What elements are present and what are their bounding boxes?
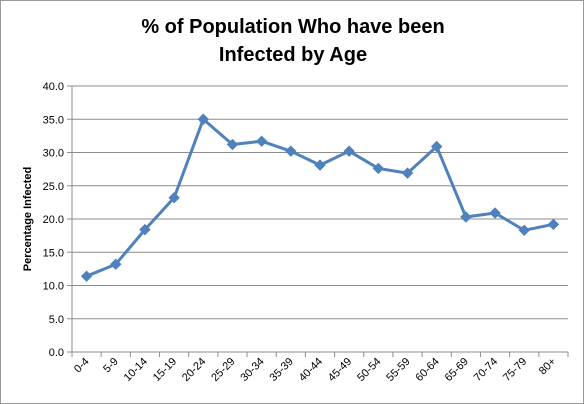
x-tick-label: 25-29 bbox=[209, 356, 237, 384]
y-tick-label: 20.0 bbox=[43, 214, 64, 226]
y-tick-label: 5.0 bbox=[49, 314, 64, 326]
x-tick-label: 60-64 bbox=[413, 356, 441, 384]
x-tick-label: 50-54 bbox=[355, 356, 383, 384]
data-point bbox=[460, 211, 472, 223]
x-tick-label: 15-19 bbox=[151, 356, 179, 384]
x-tick-label: 35-39 bbox=[268, 356, 296, 384]
data-point bbox=[401, 167, 414, 179]
x-tick-label: 5-9 bbox=[101, 356, 121, 376]
chart-title-line1: % of Population Who have been bbox=[141, 16, 445, 38]
y-tick-label: 30.0 bbox=[43, 148, 64, 160]
y-tick-label: 25.0 bbox=[43, 181, 64, 193]
data-point bbox=[226, 138, 239, 151]
chart-title: % of Population Who have been Infected b… bbox=[1, 13, 584, 69]
data-point bbox=[139, 223, 151, 236]
x-tick-label: 65-69 bbox=[443, 356, 471, 384]
gridlines bbox=[72, 85, 568, 320]
y-tick-label: 0.0 bbox=[49, 347, 64, 359]
data-point bbox=[343, 145, 355, 157]
y-axis-label: Percentage Infected bbox=[22, 167, 34, 272]
x-tick-label: 20-24 bbox=[180, 356, 208, 384]
x-tick-label: 75-79 bbox=[501, 356, 529, 384]
x-tick-label: 80+ bbox=[537, 356, 559, 378]
data-point bbox=[489, 207, 501, 219]
x-tick-label: 45-49 bbox=[326, 356, 354, 384]
x-tick-label: 10-14 bbox=[122, 356, 150, 384]
chart-title-line2: Infected by Age bbox=[218, 44, 368, 66]
x-tick-label: 55-59 bbox=[384, 356, 412, 384]
series-layer bbox=[80, 113, 560, 282]
data-point bbox=[518, 224, 530, 237]
y-tick-label: 15.0 bbox=[43, 247, 64, 259]
data-point bbox=[547, 218, 560, 231]
y-tick-label: 10.0 bbox=[43, 281, 64, 293]
data-point bbox=[80, 270, 93, 282]
data-point bbox=[110, 258, 122, 270]
x-tick-label: 70-74 bbox=[472, 356, 500, 384]
data-point bbox=[430, 140, 443, 153]
data-point bbox=[168, 192, 180, 204]
data-point bbox=[255, 135, 268, 147]
data-point bbox=[197, 113, 210, 125]
y-tick-label: 40.0 bbox=[43, 81, 64, 93]
data-point bbox=[372, 162, 385, 175]
axes bbox=[67, 85, 569, 357]
x-axis-ticks: 0-4 5-9 10-14 15-19 20-24 25-29 30-34 35-39 40-4… bbox=[72, 356, 559, 384]
data-point bbox=[314, 159, 326, 171]
y-axis-ticks: 0.0 5.0 10.0 15.0 20.0 25.0 30.0 35.0 40.0 bbox=[43, 81, 64, 359]
data-point bbox=[285, 145, 297, 157]
y-tick-label: 35.0 bbox=[43, 114, 64, 126]
x-tick-label: 30-34 bbox=[238, 356, 266, 384]
x-tick-label: 0-4 bbox=[72, 356, 92, 376]
x-tick-label: 40-44 bbox=[297, 356, 325, 384]
